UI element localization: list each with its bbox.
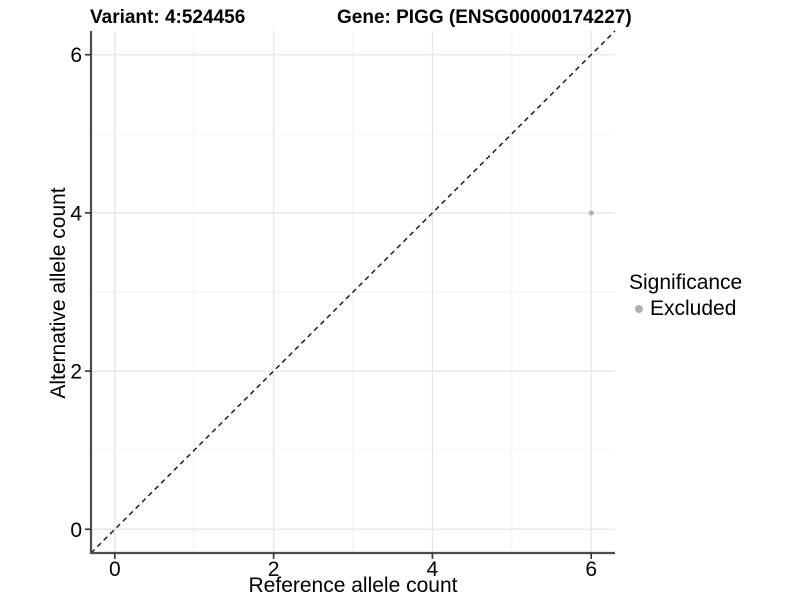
data-point [588,210,594,216]
legend-title: Significance [629,271,743,294]
x-tick-label: 2 [268,558,280,581]
legend-item-excluded: Excluded [629,297,742,321]
x-tick-label: 0 [109,558,121,581]
legend: Significance Excluded [629,270,742,321]
x-tick-label: 6 [585,558,597,581]
y-tick-label: 2 [70,361,82,384]
x-tick-label: 4 [427,558,439,581]
excluded-point-icon [635,305,643,314]
y-tick-label: 4 [70,202,82,225]
y-tick-label: 0 [70,519,82,542]
gene-title: Gene: PIGG (ENSG00000174227) [337,7,632,28]
legend-item-label: Excluded [650,297,737,321]
identity-line [90,30,616,554]
x-axis-title: Reference allele count [248,574,458,597]
y-tick-label: 6 [70,44,82,67]
variant-title: Variant: 4:524456 [90,7,246,28]
y-axis-title: Alternative allele count [47,187,70,399]
